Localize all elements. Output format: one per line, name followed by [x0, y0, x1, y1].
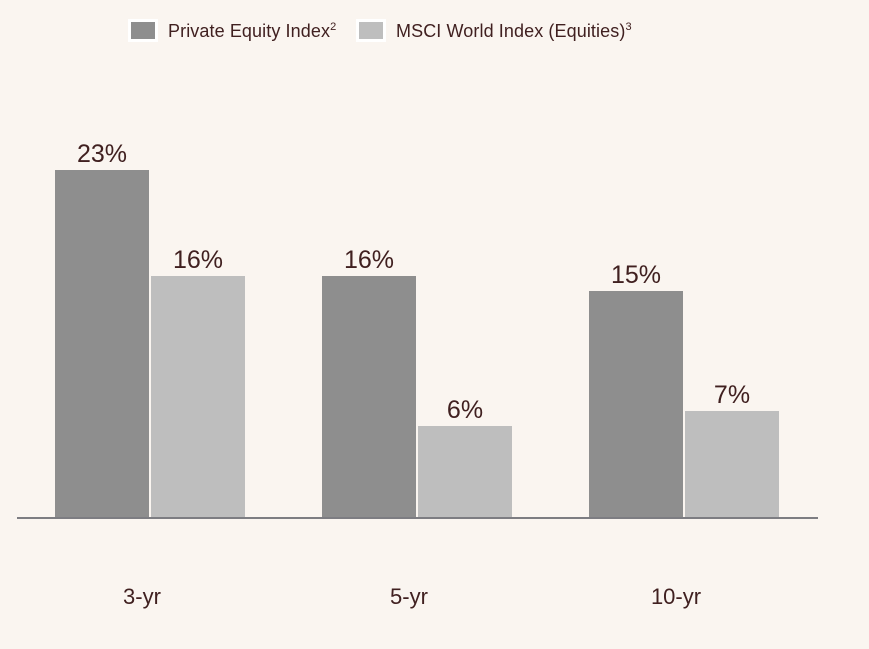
bar-value-label: 16% [343, 246, 395, 274]
legend-item-msci-world-index: MSCI World Index (Equities)3 [356, 19, 632, 42]
legend-footnote-marker: 2 [330, 20, 337, 33]
bar-value-label: 15% [610, 261, 662, 289]
bar [589, 291, 683, 517]
x-axis-category-label: 10-yr [650, 584, 702, 609]
bar [151, 276, 245, 517]
legend-label-private-equity-index: Private Equity Index2 [168, 20, 336, 42]
legend-label-msci-world-index: MSCI World Index (Equities)3 [396, 20, 632, 42]
x-axis-line [17, 517, 818, 519]
bar [418, 426, 512, 517]
bar-value-label: 16% [172, 246, 224, 274]
bar [55, 170, 149, 517]
bar [322, 276, 416, 517]
bar-value-label: 6% [446, 396, 484, 424]
x-axis-category-label: 5-yr [390, 584, 428, 609]
legend-swatch-private-equity-index [128, 19, 158, 42]
legend-item-private-equity-index: Private Equity Index2 [128, 19, 336, 42]
legend-label-text: MSCI World Index (Equities) [396, 20, 626, 41]
bar [685, 411, 779, 517]
bar-value-label: 7% [713, 381, 751, 409]
legend-footnote-marker: 3 [625, 20, 632, 33]
legend-swatch-msci-world-index [356, 19, 386, 42]
legend-label-text: Private Equity Index [168, 20, 331, 41]
bar-value-label: 23% [76, 140, 128, 168]
x-axis-category-label: 3-yr [123, 584, 161, 609]
